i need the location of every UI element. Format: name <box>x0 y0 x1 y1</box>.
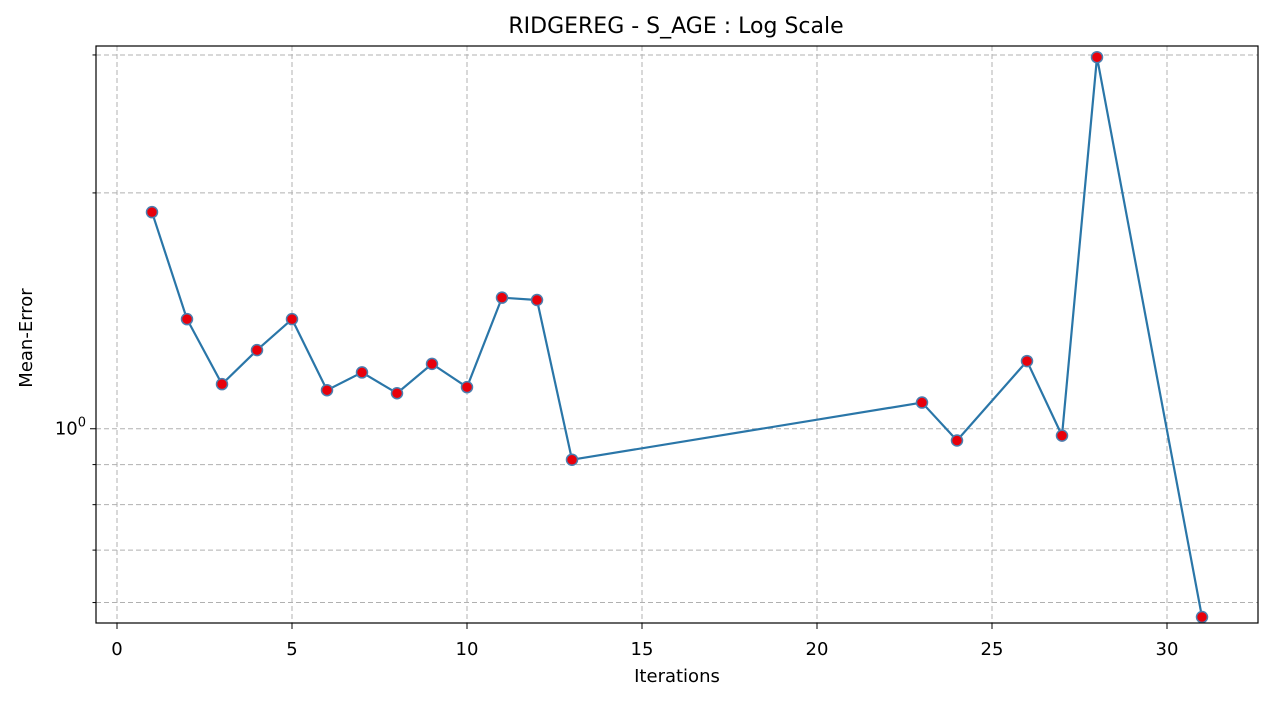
x-axis-label: Iterations <box>634 666 720 687</box>
data-point <box>460 380 474 394</box>
x-tick-label: 20 <box>806 639 829 660</box>
y-axis-label: Mean-Error <box>16 288 37 388</box>
data-point <box>950 434 964 447</box>
data-point <box>1020 354 1034 368</box>
y-tick-label: 100 <box>55 416 86 440</box>
data-point <box>530 293 544 307</box>
x-tick-label: 10 <box>456 639 479 660</box>
data-point <box>215 377 229 391</box>
data-point <box>1195 610 1209 624</box>
data-point <box>1090 50 1104 64</box>
data-point <box>145 205 159 219</box>
series-line <box>150 56 1204 618</box>
data-point <box>915 396 929 409</box>
data-point <box>390 386 404 400</box>
x-tick-label: 30 <box>1156 639 1179 660</box>
x-tick-label: 0 <box>111 639 122 660</box>
data-point <box>250 343 264 357</box>
data-point <box>320 383 334 397</box>
ticks: 0 5 10 15 20 25 30 100 <box>55 54 1179 660</box>
x-tick-label: 5 <box>286 639 297 660</box>
data-point <box>425 357 439 371</box>
series-layer <box>145 50 1209 624</box>
data-point <box>1055 429 1069 442</box>
data-point <box>495 291 509 304</box>
data-point <box>565 453 579 466</box>
data-point <box>355 366 369 379</box>
chart-title: RIDGEREG - S_AGE : Log Scale <box>508 14 843 39</box>
x-tick-label: 25 <box>981 639 1004 660</box>
grid <box>96 46 1258 623</box>
data-point <box>180 312 194 326</box>
plot-frame <box>95 45 1259 624</box>
data-point <box>285 312 299 326</box>
x-tick-label: 15 <box>631 639 654 660</box>
